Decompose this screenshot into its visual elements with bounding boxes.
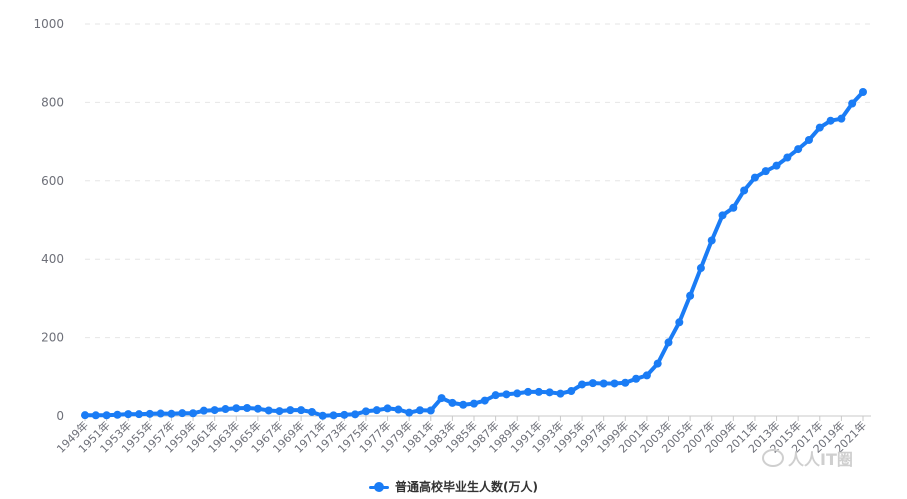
data-point (556, 389, 565, 398)
data-point (815, 123, 824, 132)
data-point (567, 387, 576, 396)
data-point (686, 291, 695, 300)
legend-marker-icon (369, 481, 389, 492)
data-point (81, 411, 89, 420)
data-point (361, 407, 370, 416)
data-point (167, 409, 176, 418)
data-point (307, 407, 316, 416)
data-point (664, 338, 673, 347)
data-point (340, 410, 349, 419)
data-point (264, 406, 273, 415)
data-point (91, 411, 100, 420)
data-point (243, 404, 252, 413)
data-point (599, 379, 608, 388)
data-point (696, 264, 705, 273)
legend-label: 普通高校毕业生人数(万人) (395, 480, 538, 494)
data-point (383, 404, 392, 413)
data-point (783, 153, 792, 162)
watermark-text: 人人IT圈 (788, 450, 853, 469)
data-point (772, 161, 781, 170)
data-point (459, 400, 468, 409)
data-point (448, 398, 457, 407)
data-point (578, 380, 587, 389)
y-tick-label: 0 (56, 409, 64, 423)
data-point (513, 389, 522, 398)
data-point (221, 405, 230, 414)
data-point (470, 399, 478, 408)
data-point (480, 396, 489, 405)
data-point (750, 173, 759, 182)
series-line (83, 90, 865, 418)
watermark: 人人IT圈 (762, 446, 853, 470)
y-tick-label: 800 (41, 95, 64, 109)
data-point (729, 203, 738, 212)
data-point (642, 371, 651, 380)
data-point (124, 410, 133, 419)
data-point (156, 409, 165, 418)
data-point (675, 318, 684, 327)
data-point (826, 116, 835, 125)
data-point (232, 404, 241, 413)
data-point (145, 409, 154, 418)
data-point (804, 135, 813, 144)
data-point (491, 391, 500, 400)
data-point (740, 186, 749, 195)
y-tick-label: 1000 (33, 17, 64, 31)
data-point (718, 211, 727, 220)
data-point (502, 390, 511, 399)
data-point (113, 410, 122, 419)
data-point (707, 236, 716, 245)
data-point (351, 410, 360, 419)
data-point (405, 408, 414, 417)
data-point (653, 359, 662, 368)
data-point (210, 406, 219, 415)
data-point (372, 406, 381, 415)
data-point (318, 411, 327, 420)
data-point (178, 409, 187, 418)
y-tick-label: 400 (41, 252, 64, 266)
data-point (794, 145, 803, 154)
data-point (394, 405, 403, 414)
data-point (837, 114, 846, 123)
data-point (632, 374, 641, 383)
data-point (761, 167, 770, 176)
data-point (610, 379, 619, 388)
data-point (534, 387, 543, 396)
data-point (426, 406, 435, 415)
data-point (524, 387, 533, 396)
data-point (199, 406, 208, 415)
data-point (621, 378, 630, 387)
data-point (286, 406, 295, 415)
data-point (588, 379, 597, 388)
data-point (253, 404, 262, 413)
data-point (545, 388, 554, 397)
data-point (848, 99, 857, 108)
data-point (102, 411, 111, 420)
wechat-logo-icon (762, 449, 784, 467)
data-point (297, 406, 306, 415)
data-point (859, 88, 867, 97)
data-point (189, 409, 198, 418)
data-point (329, 411, 338, 420)
y-tick-label: 600 (41, 174, 64, 188)
data-point (275, 407, 284, 416)
data-point (437, 394, 446, 403)
data-point (135, 410, 144, 419)
y-tick-label: 200 (41, 331, 64, 345)
chart-legend[interactable]: 普通高校毕业生人数(万人) (0, 478, 907, 495)
data-point (415, 406, 424, 415)
